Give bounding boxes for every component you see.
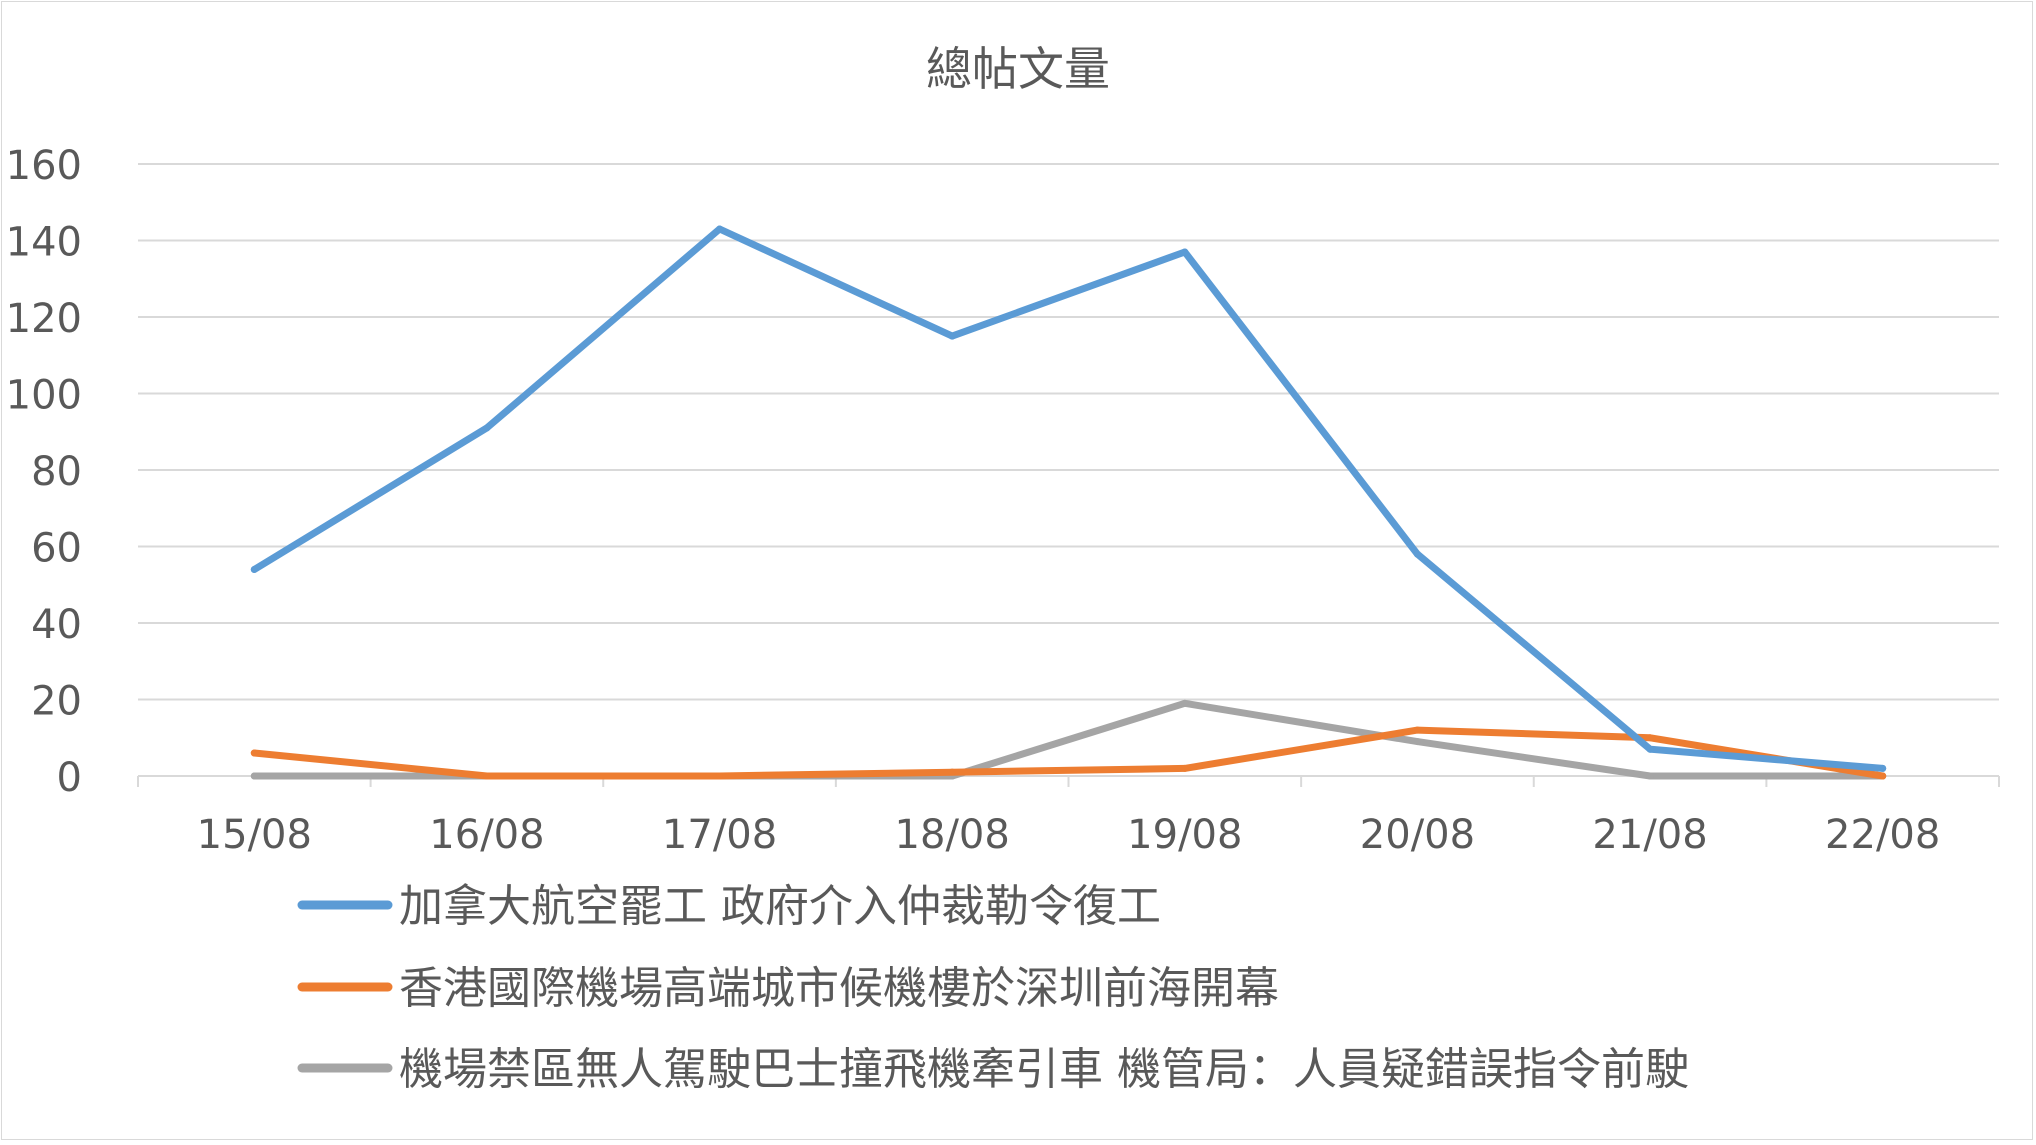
x-tick-label: 20/08: [1360, 812, 1475, 858]
data-point: [1181, 764, 1189, 772]
data-point: [716, 225, 724, 233]
data-point: [250, 749, 258, 757]
x-tick-label: 22/08: [1825, 812, 1940, 858]
data-point: [948, 768, 956, 776]
x-tick-label: 17/08: [662, 812, 777, 858]
data-point: [1181, 699, 1189, 707]
x-tick-label: 18/08: [895, 812, 1010, 858]
chart-title: 總帖文量: [926, 42, 1110, 96]
y-tick-label: 160: [6, 143, 82, 189]
data-point: [250, 772, 258, 780]
data-point: [1646, 772, 1654, 780]
y-tick-label: 100: [6, 373, 82, 419]
data-point: [1413, 726, 1421, 734]
data-point: [483, 424, 491, 432]
y-tick-label: 120: [6, 296, 82, 342]
y-tick-label: 0: [57, 755, 82, 801]
data-point: [1646, 745, 1654, 753]
data-point: [1646, 734, 1654, 742]
data-point: [1413, 738, 1421, 746]
data-point: [483, 772, 491, 780]
data-point: [1413, 550, 1421, 558]
y-tick-label: 40: [31, 602, 82, 648]
data-point: [716, 772, 724, 780]
x-tick-label: 21/08: [1592, 812, 1707, 858]
data-point: [1879, 764, 1887, 772]
data-point: [948, 332, 956, 340]
legend-label: 機場禁區無人駕駛巴士撞飛機牽引車 機管局：人員疑錯誤指令前駛: [399, 1044, 1689, 1095]
y-tick-label: 80: [31, 449, 82, 495]
y-tick-label: 60: [31, 526, 82, 572]
data-point: [1879, 772, 1887, 780]
data-point: [250, 565, 258, 573]
legend-label: 加拿大航空罷工 政府介入仲裁勒令復工: [399, 881, 1161, 932]
y-tick-label: 140: [6, 220, 82, 266]
gridlines: [138, 163, 1999, 701]
x-tick-label: 16/08: [429, 812, 544, 858]
x-tick-label: 15/08: [197, 812, 312, 858]
x-tick-label: 19/08: [1127, 812, 1242, 858]
series-line-1: [250, 225, 1887, 772]
series-lines: [250, 225, 1887, 780]
legend: 加拿大航空罷工 政府介入仲裁勒令復工香港國際機場高端城市候機樓於深圳前海開幕機場…: [297, 881, 1689, 1095]
series-line-2: [250, 726, 1887, 780]
y-tick-label: 20: [31, 679, 82, 725]
axes: 0 20 40 60 80 100 120 140 160 15/08 16/08 17/08 18/0…: [6, 143, 2000, 858]
legend-label: 香港國際機場高端城市候機樓於深圳前海開幕: [399, 963, 1279, 1014]
data-point: [1181, 248, 1189, 256]
